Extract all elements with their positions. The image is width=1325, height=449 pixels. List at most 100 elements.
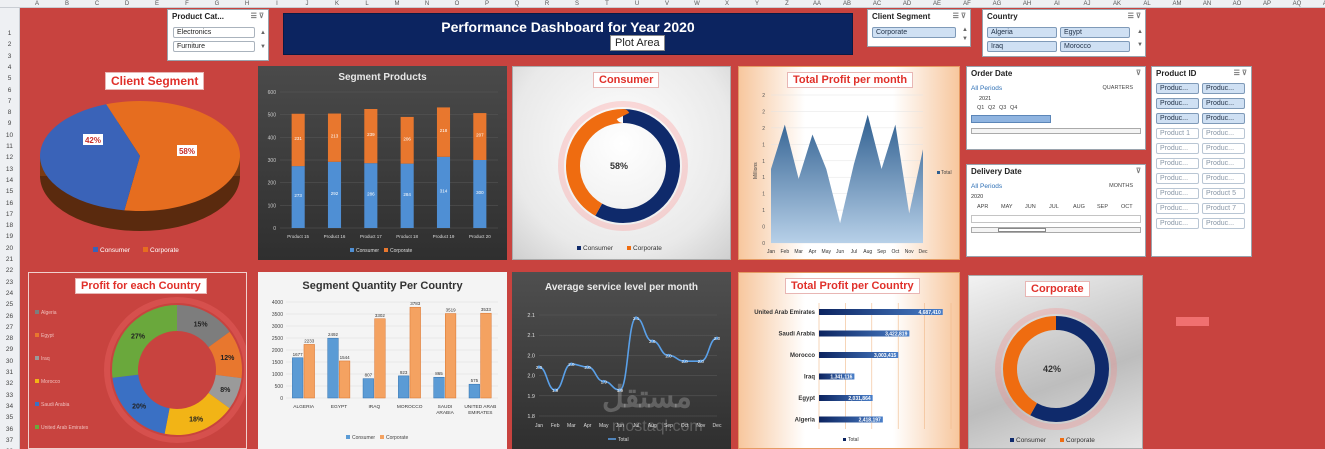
scrollbar[interactable]: ▲ ▼: [260, 30, 266, 50]
column-label[interactable]: AO: [1232, 1, 1242, 7]
slicer-item-corporate[interactable]: Corporate: [872, 27, 956, 38]
filter-icon[interactable]: ☰ ⊽: [1233, 70, 1247, 77]
column-label[interactable]: X: [724, 1, 729, 7]
column-label[interactable]: AC: [872, 1, 882, 7]
product-id-item[interactable]: Product 1: [1156, 128, 1199, 139]
product-id-item[interactable]: Produc...: [1202, 143, 1245, 154]
column-label[interactable]: V: [664, 1, 669, 7]
column-label[interactable]: P: [484, 1, 489, 7]
segment-qty-country-chart[interactable]: Segment Quantity Per Country 0 500 1000 150…: [258, 272, 507, 449]
row-label[interactable]: 7: [7, 97, 12, 105]
product-id-item[interactable]: Produc...: [1202, 158, 1245, 169]
column-label[interactable]: U: [634, 1, 640, 7]
product-id-item[interactable]: Produc...: [1202, 128, 1245, 139]
column-label[interactable]: I: [276, 1, 278, 7]
row-label[interactable]: 9: [7, 120, 12, 128]
delivery-date-unit[interactable]: MONTHS: [1109, 183, 1133, 189]
product-id-item[interactable]: Produc...: [1202, 83, 1245, 94]
row-label[interactable]: 24: [5, 289, 14, 297]
product-id-item[interactable]: Produc...: [1156, 113, 1199, 124]
delivery-date-scrollbar[interactable]: [971, 227, 1141, 233]
column-label[interactable]: M: [394, 1, 400, 7]
product-id-item[interactable]: Produc...: [1156, 203, 1199, 214]
column-label[interactable]: B: [64, 1, 69, 7]
column-label[interactable]: J: [305, 1, 309, 7]
product-id-item[interactable]: Produc...: [1156, 83, 1199, 94]
row-label[interactable]: 23: [5, 278, 14, 286]
row-label[interactable]: 21: [5, 256, 14, 263]
row-label[interactable]: 30: [5, 357, 14, 365]
clear-filter-icon[interactable]: ⊽: [1135, 70, 1141, 77]
scrollbar[interactable]: ▲ ▼: [962, 27, 968, 42]
column-label[interactable]: G: [214, 1, 220, 7]
segment-products-chart[interactable]: Segment Products 0 100 200 300 400 500 600 273 2…: [258, 66, 507, 260]
filter-icon[interactable]: ☰ ⊽: [1127, 13, 1141, 20]
row-label[interactable]: 16: [5, 199, 14, 207]
product-id-item[interactable]: Produc...: [1156, 143, 1199, 154]
row-label[interactable]: 5: [7, 75, 12, 83]
column-label[interactable]: A: [34, 1, 39, 7]
row-label[interactable]: 31: [5, 369, 14, 376]
column-label[interactable]: AP: [1262, 1, 1271, 7]
slicer-item-morocco[interactable]: Morocco: [1060, 41, 1130, 52]
delivery-date-timeline[interactable]: Delivery Date ⊽ All Periods MONTHS 2020 A…: [966, 164, 1146, 257]
column-label[interactable]: Z: [785, 1, 789, 7]
column-label[interactable]: O: [454, 1, 460, 7]
row-label[interactable]: 27: [5, 323, 14, 331]
row-label[interactable]: 6: [7, 86, 12, 94]
column-label[interactable]: Q: [514, 1, 520, 7]
column-label[interactable]: AN: [1202, 1, 1212, 7]
order-date-scrollbar[interactable]: [971, 128, 1141, 134]
order-date-unit[interactable]: QUARTERS: [1102, 85, 1133, 91]
filter-icon[interactable]: ☰ ⊽: [250, 13, 264, 20]
row-label[interactable]: 32: [5, 380, 14, 388]
row-label[interactable]: 34: [5, 402, 14, 410]
row-label[interactable]: 3: [7, 52, 12, 60]
column-label[interactable]: AJ: [1083, 1, 1091, 7]
consumer-donut-chart[interactable]: Consumer 58% Consumer Corporate: [512, 66, 731, 260]
country-slicer[interactable]: Country ☰ ⊽ Algeria Egypt Iraq Morocco ▲ ▼: [982, 9, 1146, 57]
row-label[interactable]: 14: [5, 176, 14, 184]
column-label[interactable]: AM: [1172, 1, 1182, 7]
order-date-bar[interactable]: [971, 115, 1051, 123]
row-label[interactable]: 28: [5, 335, 14, 343]
product-id-item[interactable]: Produc...: [1156, 218, 1199, 229]
column-label[interactable]: AH: [1022, 1, 1032, 7]
selected-cell[interactable]: [1176, 317, 1209, 326]
row-label[interactable]: 35: [5, 414, 14, 422]
row-label[interactable]: 36: [5, 425, 14, 433]
row-label[interactable]: 12: [5, 154, 14, 162]
slicer-item-furniture[interactable]: Furniture: [173, 41, 255, 52]
row-label[interactable]: 17: [5, 210, 14, 218]
column-label[interactable]: C: [94, 1, 100, 7]
product-id-item[interactable]: Produc...: [1156, 98, 1199, 109]
product-id-item[interactable]: Produc...: [1202, 218, 1245, 229]
row-label[interactable]: 13: [5, 165, 14, 173]
product-id-item[interactable]: Product 7: [1202, 203, 1245, 214]
profit-per-month-chart[interactable]: Total Profit per month 0 0 1 1 1 1 1 2 2 2 Jan Feb M…: [738, 66, 960, 260]
product-id-item[interactable]: Product 5: [1202, 188, 1245, 199]
column-label[interactable]: AA: [812, 1, 821, 7]
row-label[interactable]: 37: [5, 436, 14, 444]
avg-service-chart[interactable]: Average service level per month 1.8 1.9 2.…: [512, 272, 731, 449]
slicer-item-algeria[interactable]: Algeria: [987, 27, 1057, 38]
column-label[interactable]: L: [365, 1, 369, 7]
column-label[interactable]: K: [334, 1, 339, 7]
product-id-item[interactable]: Produc...: [1202, 98, 1245, 109]
column-label[interactable]: W: [694, 1, 700, 7]
row-label[interactable]: 2: [7, 41, 12, 49]
column-label[interactable]: Y: [754, 1, 759, 7]
row-label[interactable]: 29: [5, 346, 14, 354]
row-label[interactable]: 8: [7, 109, 12, 117]
row-label[interactable]: 11: [6, 143, 13, 150]
column-label[interactable]: R: [544, 1, 550, 7]
row-label[interactable]: 33: [5, 391, 14, 399]
column-label[interactable]: F: [185, 1, 189, 7]
delivery-date-bar[interactable]: [971, 215, 1141, 223]
row-label[interactable]: 25: [5, 301, 14, 309]
scrollbar[interactable]: ▲ ▼: [1137, 29, 1143, 48]
product-id-item[interactable]: Produc...: [1156, 158, 1199, 169]
row-label[interactable]: 22: [5, 267, 14, 275]
column-label[interactable]: S: [574, 1, 579, 7]
column-label[interactable]: AE: [932, 1, 941, 7]
